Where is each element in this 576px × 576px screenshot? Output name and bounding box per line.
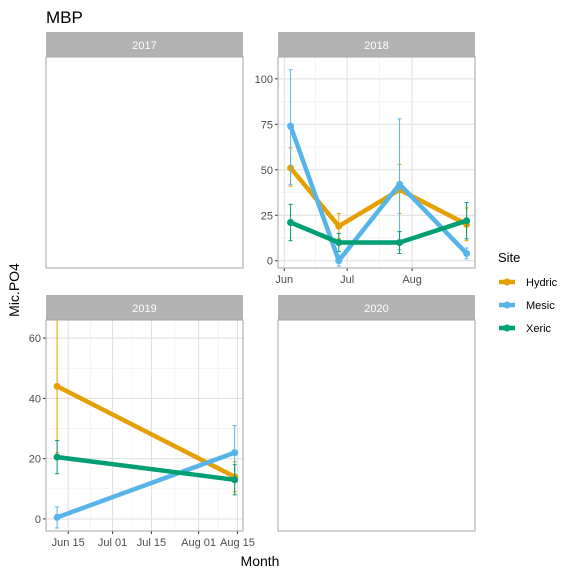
- y-tick-label: 75: [261, 119, 273, 131]
- facet-strip: [278, 295, 475, 320]
- x-tick-label: Jun 15: [52, 537, 85, 549]
- data-point: [53, 382, 61, 390]
- series-hydric: [53, 319, 239, 493]
- facet-strip-label: 2019: [132, 303, 156, 315]
- y-tick-label: 40: [29, 393, 41, 405]
- x-tick-label: Aug 15: [220, 537, 255, 549]
- data-point: [396, 180, 404, 188]
- legend-key-point: [503, 278, 511, 286]
- series-xeric: [287, 202, 471, 254]
- y-tick-label: 20: [29, 454, 41, 466]
- facet-strip-label: 2018: [364, 40, 388, 52]
- legend-entry-mesic: Mesic: [499, 300, 555, 312]
- series-line: [289, 218, 468, 245]
- data-point: [335, 257, 343, 265]
- facet-panel-2019: 2019 0 20 40 60 Jun 15 Jul 01 Jul 15 Aug 01 Aug 1…: [29, 295, 255, 549]
- facet-strip-label: 2017: [132, 40, 156, 52]
- legend-entry-hydric: Hydric: [499, 277, 558, 289]
- y-tick-label: 50: [261, 165, 273, 177]
- series-mesic: [287, 69, 471, 267]
- x-tick-label: Jul: [340, 274, 354, 286]
- panel-border: [45, 319, 244, 532]
- gridlines: [46, 320, 243, 531]
- facet-panel-2020: 2020: [277, 295, 476, 532]
- data-point: [463, 217, 471, 225]
- legend-key-point: [503, 301, 511, 309]
- chart-title: MBP: [46, 8, 83, 27]
- x-tick-label: Jul 15: [137, 537, 166, 549]
- data-point: [287, 122, 295, 130]
- y-tick-label: 25: [261, 210, 273, 222]
- y-tick-label: 0: [35, 514, 41, 526]
- legend-label: Mesic: [526, 300, 555, 312]
- legend-entry-xeric: Xeric: [499, 323, 552, 335]
- legend: Site Hydric Mesic Xeric: [498, 250, 558, 335]
- data-point: [335, 222, 343, 230]
- x-axis-title: Month: [241, 553, 280, 569]
- legend-label: Hydric: [526, 277, 558, 289]
- gridlines: [278, 57, 475, 268]
- panel-border: [277, 319, 476, 532]
- y-tick-label: 100: [255, 74, 273, 86]
- series-xeric: [53, 440, 239, 496]
- facet-strip-label: 2020: [364, 303, 388, 315]
- panel-border: [45, 56, 244, 269]
- x-tick-label: Aug: [402, 274, 422, 286]
- data-point: [463, 249, 471, 257]
- facet-panels: 2017 2018 0 25 50 75 100 Jun Jul Aug 2019 0 20 40 60 Ju…: [29, 32, 476, 549]
- panel-border: [277, 56, 476, 269]
- data-point: [53, 513, 61, 521]
- y-tick-label: 0: [267, 256, 273, 268]
- y-tick-label: 60: [29, 333, 41, 345]
- facet-panel-2018: 2018 0 25 50 75 100 Jun Jul Aug: [255, 32, 476, 286]
- series-line: [288, 125, 469, 263]
- x-tick-label: Jul 01: [98, 537, 127, 549]
- data-point: [231, 449, 239, 457]
- facet-strip: [278, 32, 475, 57]
- x-tick-label: Aug 01: [181, 537, 216, 549]
- series-line: [56, 454, 235, 483]
- legend-title: Site: [498, 250, 520, 265]
- series-line: [56, 450, 236, 520]
- y-axis-title: Mic.PO4: [6, 263, 22, 317]
- data-point: [396, 239, 404, 247]
- x-tick-label: Jun: [275, 274, 293, 286]
- data-point: [335, 239, 343, 247]
- facet-strip: [46, 32, 243, 57]
- data-point: [231, 476, 239, 484]
- data-point: [287, 219, 295, 227]
- legend-key-point: [503, 324, 511, 332]
- facet-panel-2017: 2017: [45, 32, 244, 269]
- facet-strip: [46, 295, 243, 320]
- legend-label: Xeric: [526, 323, 552, 335]
- data-point: [53, 453, 61, 461]
